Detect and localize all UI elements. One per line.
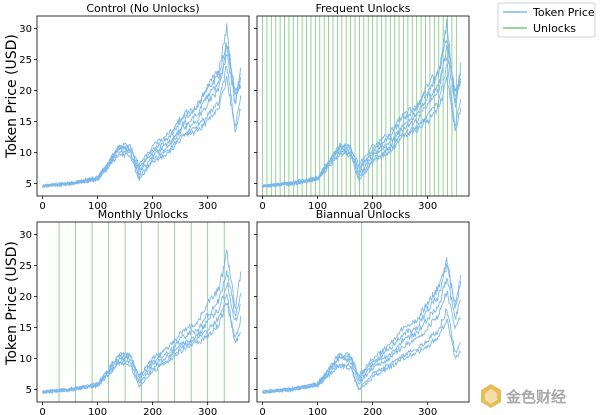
watermark-logo-icon — [481, 384, 501, 408]
price-series — [42, 301, 242, 394]
watermark-text: 金色财经 — [505, 388, 566, 406]
panel-3: Monthly Unlocks 0 100 200 300 5 10 15 20 25 30 — [19, 208, 250, 415]
x-tick-label: 300 — [198, 407, 217, 415]
x-tick-label: 300 — [418, 201, 437, 212]
legend: Token Price Unlocks — [497, 2, 596, 38]
y-tick-label: 5 — [26, 179, 32, 190]
x-tick-label: 100 — [308, 407, 327, 415]
x-tick-label: 200 — [143, 201, 162, 212]
price-series — [262, 277, 462, 395]
panel-title: Frequent Unlocks — [315, 2, 410, 15]
x-tick-label: 200 — [363, 407, 382, 415]
price-series — [42, 41, 242, 188]
x-tick-label: 0 — [259, 407, 265, 415]
y-axis-label-bottom: Token Price (USD) — [4, 241, 20, 366]
y-axis-label-top: Token Price (USD) — [4, 34, 20, 159]
price-series — [42, 270, 242, 395]
legend-label-unlocks: Unlocks — [533, 22, 576, 35]
price-series — [42, 75, 242, 189]
price-series — [42, 23, 242, 188]
price-series — [262, 263, 462, 394]
x-tick-label: 300 — [198, 201, 217, 212]
panel-1: Control (No Unlocks) 0 100 200 300 5 10 15 20 25 3… — [19, 2, 250, 212]
x-tick-label: 0 — [259, 201, 265, 212]
y-tick-label: 10 — [19, 148, 32, 159]
price-series — [262, 39, 462, 188]
y-tick-label: 30 — [19, 230, 32, 241]
y-tick-label: 20 — [19, 86, 32, 97]
x-tick-label: 100 — [88, 201, 107, 212]
plot-frame — [36, 221, 250, 403]
panel-2: Frequent Unlocks 0 100 200 300 — [254, 2, 470, 212]
x-tick-label: 300 — [418, 407, 437, 415]
y-tick-label: 15 — [19, 323, 32, 334]
panel-title: Monthly Unlocks — [98, 208, 189, 221]
price-series — [262, 290, 462, 394]
price-series — [262, 57, 462, 189]
plot-frame — [36, 15, 250, 197]
panels: Control (No Unlocks)0 100 200 3005101520253… — [19, 2, 470, 415]
plot-frame — [256, 15, 470, 197]
x-tick-label: 200 — [363, 201, 382, 212]
price-series — [262, 76, 462, 189]
y-tick-label: 5 — [26, 385, 32, 396]
price-series — [262, 318, 462, 394]
legend-label-price: Token Price — [532, 6, 595, 19]
price-series — [42, 249, 242, 395]
y-tick-label: 15 — [19, 117, 32, 128]
x-tick-label: 100 — [308, 201, 327, 212]
x-tick-label: 100 — [88, 407, 107, 415]
y-tick-label: 20 — [19, 292, 32, 303]
x-tick-label: 0 — [39, 201, 45, 212]
plot-frame — [256, 221, 470, 403]
watermark: 金色财经 — [481, 384, 566, 408]
x-tick-label: 0 — [39, 407, 45, 415]
panel-title: Biannual Unlocks — [316, 208, 411, 221]
panel-title: Control (No Unlocks) — [86, 2, 199, 15]
panel-4: Biannual Unlocks 0 100 200 300 — [254, 208, 470, 415]
y-tick-label: 25 — [19, 55, 32, 66]
price-series — [42, 65, 242, 188]
y-tick-label: 25 — [19, 261, 32, 272]
x-tick-label: 200 — [143, 407, 162, 415]
y-tick-label: 30 — [19, 24, 32, 35]
price-series — [262, 18, 462, 188]
y-tick-label: 10 — [19, 354, 32, 365]
